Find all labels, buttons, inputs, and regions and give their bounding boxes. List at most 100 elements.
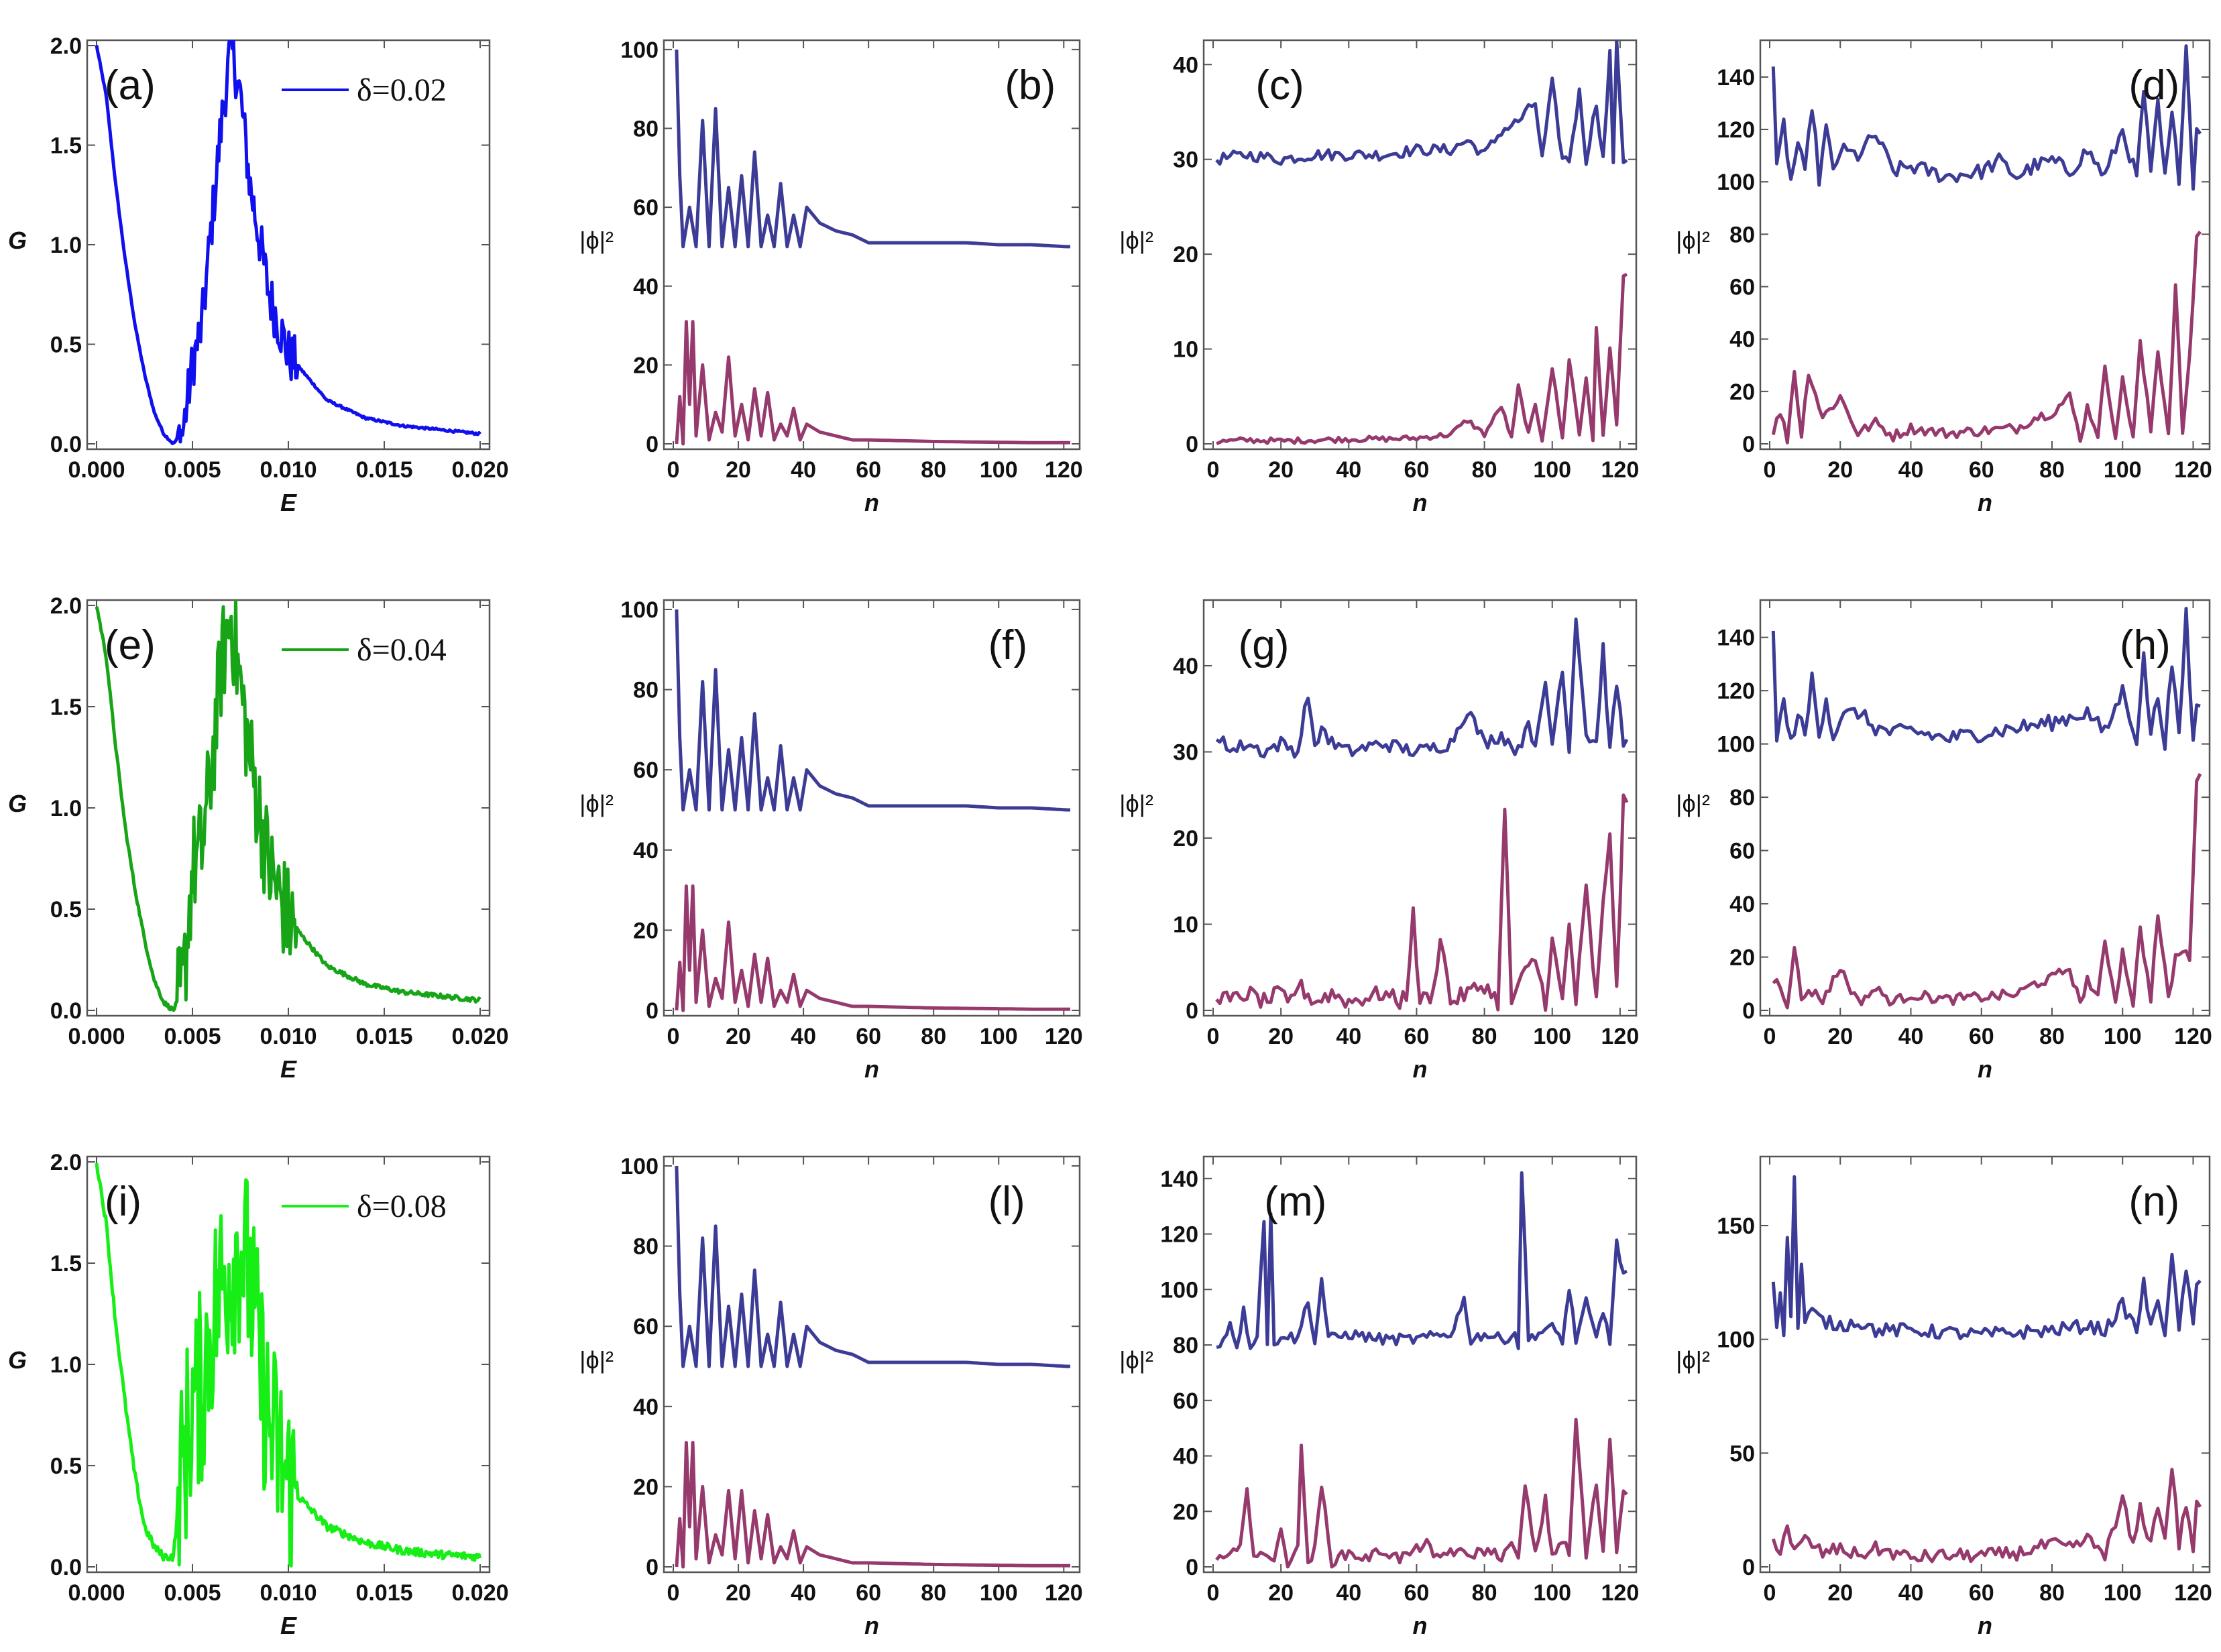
x-tick-label: 80 [1472,1024,1497,1049]
x-tick-label: 100 [2104,1024,2142,1049]
x-tick-label: 0 [1207,457,1220,483]
y-tick-label: 20 [1729,379,1755,405]
panel-label: (h) [2120,622,2171,668]
x-tick-label: 20 [1268,1024,1294,1049]
y-tick-label: 40 [633,1395,659,1420]
x-tick-label: 80 [2039,1580,2065,1606]
x-tick-label: 0 [1764,457,1776,483]
y-tick-label: 0 [1742,998,1755,1024]
x-tick-label: 0 [1764,1580,1776,1606]
x-tick-label: 20 [726,1024,751,1049]
y-tick-label: 40 [633,838,659,864]
y-tick-label: 2.0 [50,1150,82,1175]
y-axis-label: |ϕ|² [1676,1346,1710,1374]
y-tick-label: 0 [1742,1555,1755,1580]
x-tick-label: 120 [2174,1024,2212,1049]
y-axis-label: |ϕ|² [579,790,614,817]
y-tick-label: 10 [1173,337,1198,363]
series-line-upper [1215,40,1628,166]
y-tick-label: 60 [1173,1389,1198,1414]
x-axis-label: E [280,1055,297,1083]
series-line-G [95,40,481,445]
y-tick-label: 0 [1742,432,1755,457]
panel-label: (b) [1005,62,1056,109]
x-tick-label: 80 [2039,1024,2065,1049]
x-tick-label: 0.020 [451,1024,508,1049]
x-tick-label: 60 [1969,457,1994,483]
y-tick-label: 150 [1717,1214,1755,1239]
x-tick-label: 0 [667,1024,680,1049]
x-tick-label: 0.005 [164,457,221,483]
y-tick-label: 120 [1717,117,1755,143]
x-axis-label: n [864,1612,879,1639]
x-tick-label: 0 [667,457,680,483]
y-tick-label: 40 [1729,892,1755,917]
x-tick-label: 100 [980,457,1018,483]
plot-frame [1759,599,2211,1017]
x-tick-label: 100 [1533,457,1571,483]
series-line-lower [1215,1417,1628,1569]
x-tick-label: 0.010 [260,457,317,483]
y-tick-label: 20 [1173,242,1198,268]
plot-frame [1202,39,1638,451]
series-line-lower [1216,272,1628,446]
panel-label: (m) [1264,1179,1326,1225]
x-tick-label: 0.015 [355,1024,412,1049]
x-tick-label: 20 [1827,1580,1853,1606]
y-tick-label: 20 [633,918,659,943]
y-axis-label: |ϕ|² [1676,790,1710,817]
y-tick-label: 0.0 [50,432,82,457]
x-tick-label: 40 [791,457,816,483]
y-axis-label: |ϕ|² [1119,227,1153,254]
y-tick-label: 120 [1717,678,1755,704]
x-axis-label: n [1978,489,1992,516]
y-tick-label: 10 [1173,912,1198,937]
y-tick-label: 40 [633,274,659,300]
x-tick-label: 120 [1045,1580,1083,1606]
series-line-upper [1215,617,1629,759]
panel-label: (g) [1239,622,1290,668]
x-tick-label: 120 [1601,1580,1640,1606]
x-tick-label: 80 [1472,1580,1497,1606]
panel-f: 0 20 40 60 80 100 120 0 20 40 60 80 100 n |ϕ|² (f) [579,597,1083,1083]
y-tick-label: 0 [1186,432,1198,457]
x-tick-label: 60 [856,457,881,483]
x-tick-label: 100 [980,1580,1018,1606]
y-tick-label: 30 [1173,148,1198,173]
x-tick-label: 0.015 [355,1580,412,1606]
x-tick-label: 120 [1601,457,1640,483]
x-tick-label: 60 [856,1580,881,1606]
x-tick-label: 100 [1533,1580,1571,1606]
x-tick-label: 20 [1268,1580,1294,1606]
y-tick-label: 140 [1160,1167,1198,1192]
x-tick-label: 40 [791,1580,816,1606]
x-tick-label: 80 [1472,457,1497,483]
panel-i: 0.000 0.005 0.010 0.015 0.020 0.0 0.5 1.0 1.5 2.0… [8,1150,509,1639]
plot-frame [1759,39,2211,451]
y-tick-label: 80 [633,678,659,703]
panel-label: (e) [105,622,156,668]
panel-n: 0 20 40 60 80 100 120 0 50 100 150 n |ϕ|² (n) [1676,1155,2212,1639]
series-line-upper [675,609,1070,812]
y-tick-label: 60 [1729,839,1755,864]
panel-label: (a) [105,62,156,109]
x-tick-label: 120 [2174,457,2212,483]
y-tick-label: 100 [1717,1328,1755,1353]
series-line-upper [1771,1175,2202,1340]
y-tick-label: 20 [1729,945,1755,971]
panel-label: (c) [1255,62,1304,109]
y-tick-label: 0 [646,1555,659,1580]
panel-l: 0 20 40 60 80 100 120 0 20 40 60 80 100 n |ϕ|² (l) [579,1154,1083,1639]
x-tick-label: 80 [921,457,946,483]
panel-e: 0.000 0.005 0.010 0.015 0.020 0.0 0.5 1.0 1.5 2.0… [8,593,509,1083]
y-tick-label: 2.0 [50,593,82,619]
x-tick-label: 0.005 [164,1580,221,1606]
x-tick-label: 0.010 [260,1580,317,1606]
x-tick-label: 40 [1336,457,1361,483]
y-axis-label: |ϕ|² [579,1346,614,1374]
y-tick-label: 100 [620,38,659,63]
x-tick-label: 60 [1969,1024,1994,1049]
y-tick-label: 1.5 [50,695,82,720]
x-tick-label: 40 [1898,1024,1924,1049]
y-axis-label: |ϕ|² [1676,227,1710,254]
